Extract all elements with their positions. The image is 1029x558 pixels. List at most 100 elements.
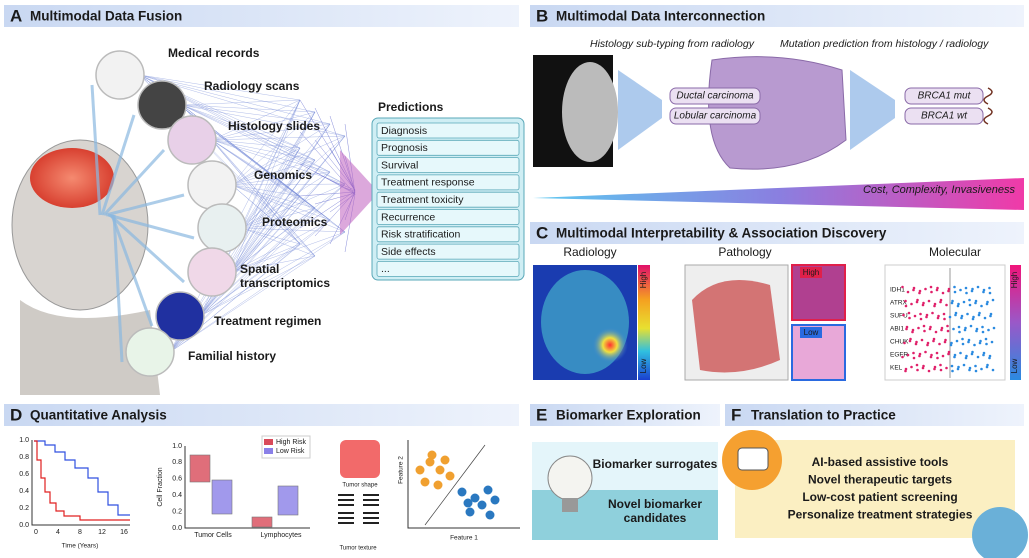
shap-dot (936, 356, 939, 360)
gene-label: ATRX (890, 300, 908, 307)
tissue (692, 280, 780, 373)
icon-label: Tumor texture (339, 546, 377, 552)
point-b (465, 507, 475, 517)
network-edge (181, 104, 316, 161)
shap-dot (939, 363, 942, 367)
prediction-label: Treatment response (381, 177, 475, 189)
network-edge (231, 147, 301, 186)
shap-dot (960, 314, 964, 318)
shap-dot (935, 351, 939, 355)
shap-dot (971, 350, 974, 354)
shap-dot (903, 341, 906, 345)
shap-dot (918, 352, 922, 356)
network-edge (231, 123, 331, 186)
shap-dot (975, 329, 978, 333)
shap-dot (953, 355, 956, 359)
colorbar (1010, 265, 1021, 380)
input-icon (197, 203, 247, 253)
shap-dot (961, 337, 964, 341)
y-tick-label: 0.4 (172, 492, 182, 499)
molecular-frame (884, 264, 1006, 381)
y-tick-label: 1.0 (172, 443, 182, 450)
network-edge (231, 171, 331, 186)
tumor-shape-icon (340, 440, 380, 478)
network-edge (231, 184, 316, 257)
shap-dot (922, 324, 926, 328)
input-icon (137, 80, 187, 130)
network-edge (181, 104, 316, 113)
input-label: Proteomics (262, 215, 328, 229)
shap-dot (905, 325, 909, 329)
shap-dot (940, 326, 944, 330)
shap-dot (941, 291, 945, 295)
shap-dot (964, 356, 968, 360)
shap-dot (974, 299, 978, 303)
panel-title: Translation to Practice (751, 408, 896, 423)
colorbar-label: Low (639, 358, 648, 373)
shap-dot (904, 299, 907, 303)
shap-dot (974, 301, 977, 305)
y-axis-label: Cell Fraction (157, 467, 164, 506)
biomarker-label: candidates (624, 511, 687, 525)
tag-low (800, 327, 822, 338)
box (211, 479, 233, 515)
shap-dot (936, 286, 939, 290)
point-b (483, 485, 493, 495)
shap-dot (960, 316, 963, 320)
shap-dot (957, 365, 960, 369)
shap-dot (947, 287, 951, 291)
shap-dot (941, 354, 945, 358)
x-axis-label: Feature 1 (450, 535, 478, 542)
panel-header (725, 404, 1024, 426)
translation-item: Personalize treatment strategies (788, 508, 973, 522)
network-edge (211, 139, 301, 245)
point-a (415, 465, 425, 475)
panel-title: Multimodal Data Interconnection (556, 9, 765, 24)
robot-head (737, 447, 769, 471)
prediction-label: Treatment toxicity (381, 194, 464, 206)
shap-dot (982, 288, 986, 292)
prediction-label: Prognosis (381, 142, 428, 154)
shap-dot (920, 338, 924, 342)
shap-dot (986, 300, 989, 304)
patch-label: High (803, 268, 819, 277)
shoulder (20, 300, 160, 395)
heatspot (592, 327, 628, 363)
translation-item: Novel therapeutic targets (808, 473, 952, 487)
shap-dot (922, 364, 925, 368)
shap-dot (964, 286, 968, 290)
shap-dot (991, 368, 995, 372)
network-edge (199, 219, 331, 317)
input-label: Medical records (168, 46, 260, 60)
network-edge (211, 123, 331, 141)
gene-label: ABI1 (890, 326, 904, 333)
texture-icon (338, 494, 354, 506)
network-edge (241, 227, 301, 245)
shap-dot (988, 354, 992, 358)
shap-dot (939, 300, 942, 304)
network-edge (211, 99, 301, 141)
panel-header (530, 404, 720, 426)
shap-dot (923, 329, 926, 333)
network-edge (181, 99, 301, 106)
texture-icon (363, 512, 379, 524)
input-label: Familial history (188, 349, 276, 363)
shap-dot (902, 313, 905, 317)
network-edge (231, 207, 316, 273)
shap-dot (906, 353, 910, 357)
x-tick-label: 8 (78, 529, 82, 536)
input-icon (187, 247, 237, 297)
y-tick-label: 0.0 (19, 522, 29, 529)
shap-dot (943, 340, 947, 344)
shap-dot (989, 314, 992, 318)
subpanel-title: Radiology (563, 245, 616, 259)
network-edge (231, 219, 331, 273)
x-tick-label: 12 (98, 529, 106, 536)
network-edge (231, 159, 316, 186)
shap-dot (965, 354, 968, 358)
shap-dot (963, 328, 967, 332)
shap-dot (947, 350, 951, 354)
patch-label: Low (804, 328, 819, 337)
shap-dot (939, 298, 943, 302)
x-tick-label: Lymphocytes (261, 532, 302, 539)
